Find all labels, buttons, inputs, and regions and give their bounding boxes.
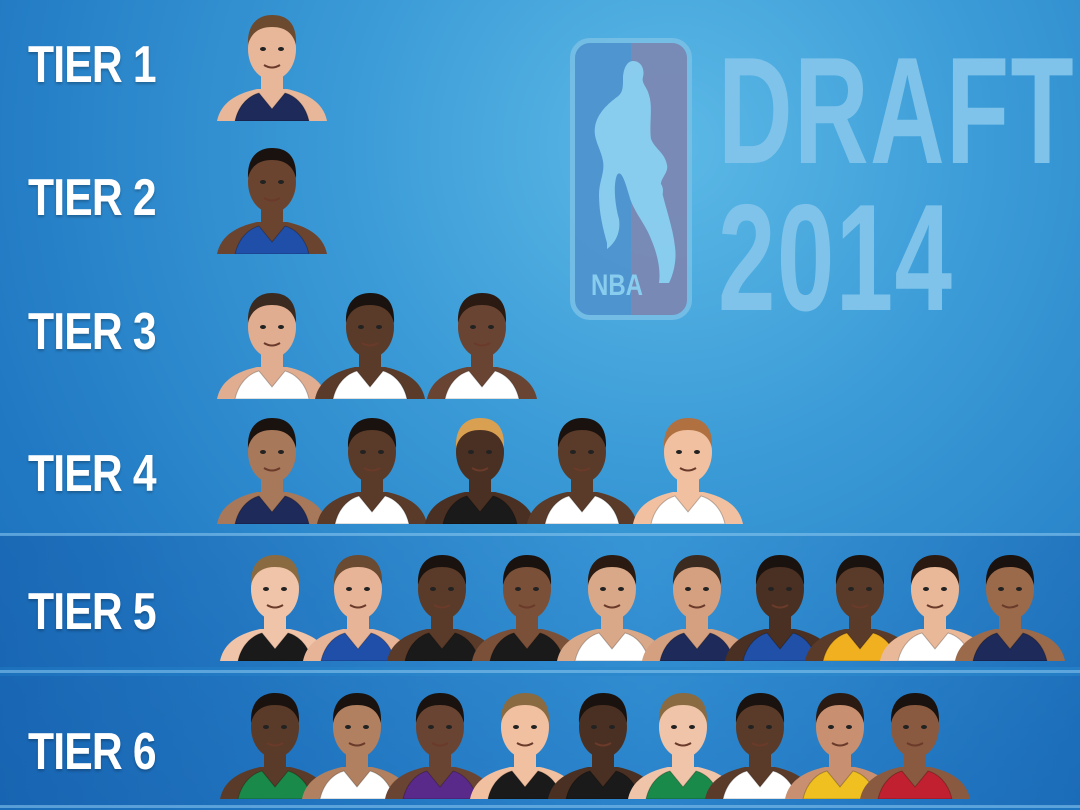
player-headshot [385,683,495,799]
player-headshot [315,283,425,399]
player-headshot [725,545,835,661]
player-silhouette-icon [594,61,676,283]
player-headshot [548,683,658,799]
player-headshot [642,545,752,661]
draft-title: DRAFT [718,26,1076,196]
tier-label-6: TIER 6 [28,723,157,781]
tier-label-1: TIER 1 [28,36,157,94]
tier-label-5: TIER 5 [28,583,157,641]
tier-separator [0,533,1080,536]
player-headshot [557,545,667,661]
nba-logo: NBA [570,38,692,320]
tier-separator [0,805,1080,808]
player-headshot [633,408,743,524]
tier-label-4: TIER 4 [28,445,157,503]
player-headshot [217,5,327,121]
player-headshot [527,408,637,524]
player-headshot [217,408,327,524]
player-headshot [387,545,497,661]
player-headshot [220,683,330,799]
player-headshot [955,545,1065,661]
draft-year: 2014 [718,173,954,343]
player-headshot [217,283,327,399]
player-headshot [303,545,413,661]
player-headshot [425,408,535,524]
logo-text: NBA [591,269,643,302]
player-headshot [705,683,815,799]
player-headshot [302,683,412,799]
player-headshot [317,408,427,524]
player-headshot [217,138,327,254]
player-headshot [427,283,537,399]
player-headshot [860,683,970,799]
tier-separator [0,670,1080,673]
player-headshot [220,545,330,661]
tier-label-2: TIER 2 [28,169,157,227]
tier-label-3: TIER 3 [28,303,157,361]
player-headshot [472,545,582,661]
